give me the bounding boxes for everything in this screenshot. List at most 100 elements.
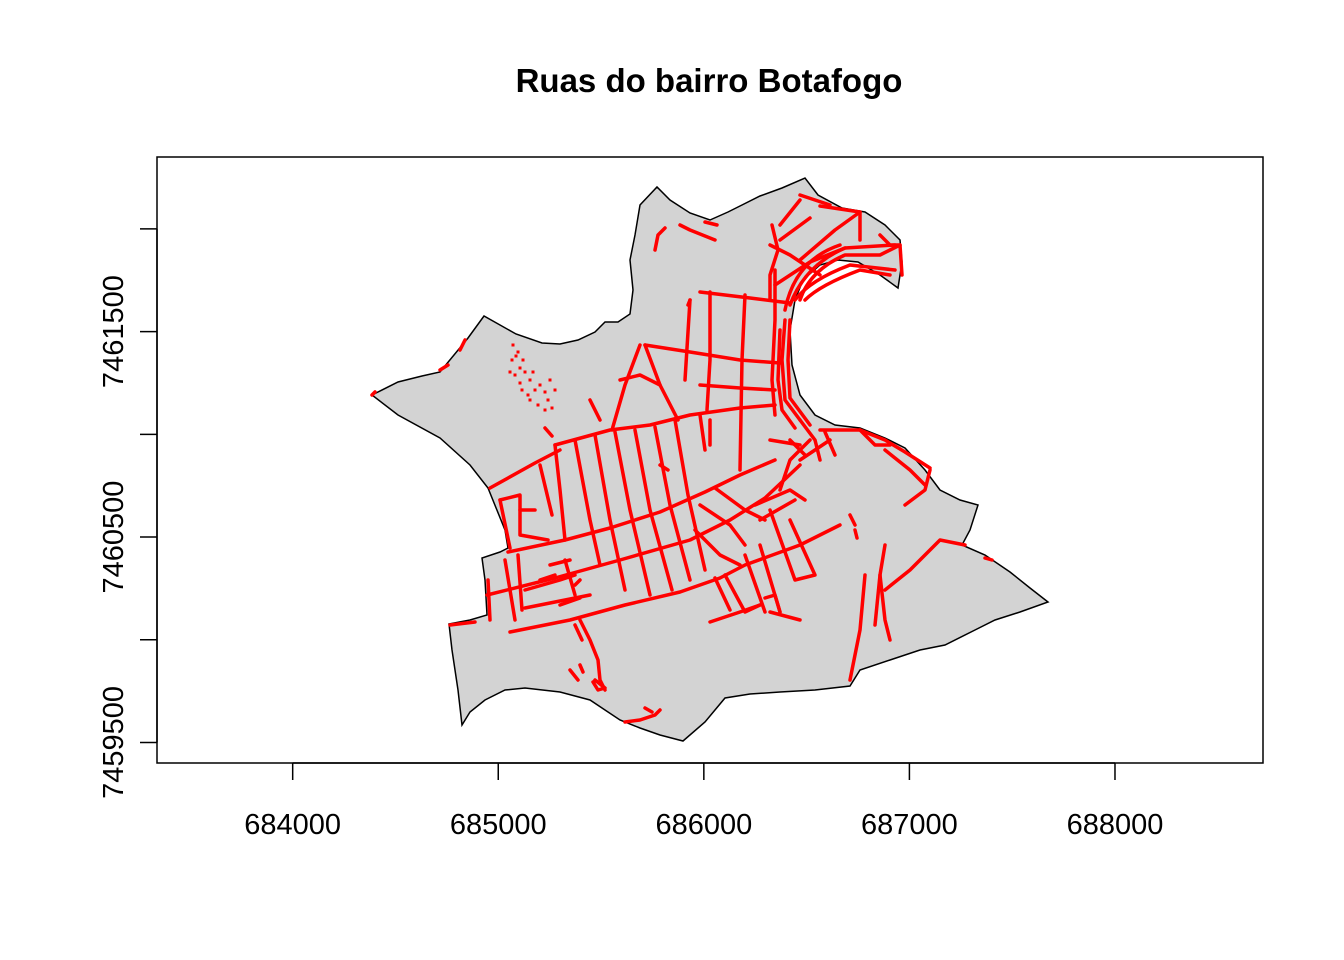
street-fragment	[550, 406, 554, 410]
street-segment	[593, 433, 627, 592]
street-segment	[778, 438, 812, 492]
street-segment	[818, 204, 862, 242]
street-fragment	[553, 388, 557, 392]
street-fragment	[520, 388, 524, 392]
street-segment	[878, 543, 892, 642]
street-segment	[563, 558, 577, 597]
street-segment	[558, 596, 582, 607]
street-segment	[498, 498, 512, 550]
street-segment	[798, 418, 822, 462]
street-segment	[783, 243, 842, 312]
street-segment	[610, 343, 642, 432]
street-segment	[768, 223, 780, 302]
street-fragment	[514, 354, 518, 358]
y-tick-label: 7461500	[98, 275, 130, 388]
street-segment	[553, 403, 777, 447]
street-segment	[698, 503, 747, 547]
street-segment	[780, 318, 802, 422]
street-segment	[623, 708, 662, 724]
street-segment	[573, 438, 602, 567]
street-segment	[878, 233, 904, 277]
street-fragment	[543, 408, 547, 412]
street-segment	[778, 198, 802, 227]
street-segment	[538, 573, 557, 582]
street-fragment	[538, 383, 542, 387]
street-segment	[486, 578, 492, 622]
street-segment	[858, 428, 892, 447]
street-segment	[818, 428, 932, 470]
neighborhood-polygon	[370, 177, 1050, 742]
x-tick-label: 685000	[450, 809, 547, 841]
street-segment	[448, 620, 477, 627]
street-segment	[776, 328, 797, 430]
street-segment	[823, 430, 837, 457]
street-fragment	[521, 358, 525, 362]
street-segment	[485, 463, 802, 597]
street-segment	[786, 318, 812, 427]
street-segment	[673, 418, 707, 572]
street-segment	[653, 226, 667, 252]
street-segment	[698, 383, 777, 392]
street-segment	[653, 425, 692, 582]
street-segment	[763, 593, 782, 614]
street-segment	[488, 448, 562, 490]
street-segment	[543, 426, 554, 438]
street-fragment	[531, 370, 535, 374]
x-tick-label: 686000	[655, 809, 752, 841]
street-segment	[633, 428, 674, 592]
street-segment	[853, 528, 859, 540]
y-tick-label: 7459500	[98, 686, 130, 799]
street-segment	[713, 486, 767, 522]
street-segment	[588, 398, 602, 422]
chart-title: Ruas do bairro Botafogo	[516, 62, 903, 99]
street-segment	[508, 523, 842, 634]
street-segment	[768, 438, 802, 447]
street-segment	[538, 463, 554, 517]
street-segment	[458, 338, 467, 352]
street-segment	[613, 430, 652, 597]
street-fragment	[516, 350, 520, 354]
street-fragment	[528, 398, 532, 402]
street-fragment	[546, 398, 550, 402]
street-segment	[983, 556, 994, 562]
street-fragment	[543, 390, 547, 394]
street-segment	[686, 298, 692, 307]
street-segment	[516, 553, 524, 612]
x-axis: 684000 685000 686000 687000 688000	[244, 762, 1164, 841]
street-segment	[568, 668, 580, 682]
street-segment	[848, 573, 867, 682]
street-segment	[498, 493, 550, 542]
street-segment	[503, 558, 517, 622]
street-segment	[658, 463, 670, 472]
x-tick-label: 687000	[861, 809, 958, 841]
street-segment	[793, 263, 897, 302]
street-fragment	[513, 373, 517, 377]
street-fragment	[548, 378, 552, 382]
street-segment	[778, 216, 812, 242]
street-segment	[573, 578, 582, 587]
street-segment	[713, 576, 732, 612]
street-segment	[438, 363, 450, 372]
street-segment	[883, 448, 927, 487]
street-segment	[578, 663, 585, 674]
street-fragment	[510, 358, 514, 362]
streets-layer	[370, 193, 994, 724]
map-layer	[370, 177, 1050, 742]
street-fragment	[523, 370, 527, 374]
street-segment	[693, 528, 742, 567]
street-segment	[798, 210, 862, 262]
y-axis: 7459500 7460500 7461500	[98, 228, 158, 799]
y-tick-label: 7460500	[98, 481, 130, 594]
street-segment	[618, 373, 662, 387]
street-segment	[788, 243, 897, 307]
street-segment	[678, 223, 717, 242]
street-segment	[643, 343, 782, 365]
street-segment	[798, 193, 832, 207]
street-fragment	[511, 343, 515, 347]
street-segment	[753, 488, 807, 507]
x-tick-label: 688000	[1067, 809, 1164, 841]
street-segment	[903, 468, 932, 507]
street-segment	[591, 678, 607, 692]
street-segment	[703, 220, 719, 227]
